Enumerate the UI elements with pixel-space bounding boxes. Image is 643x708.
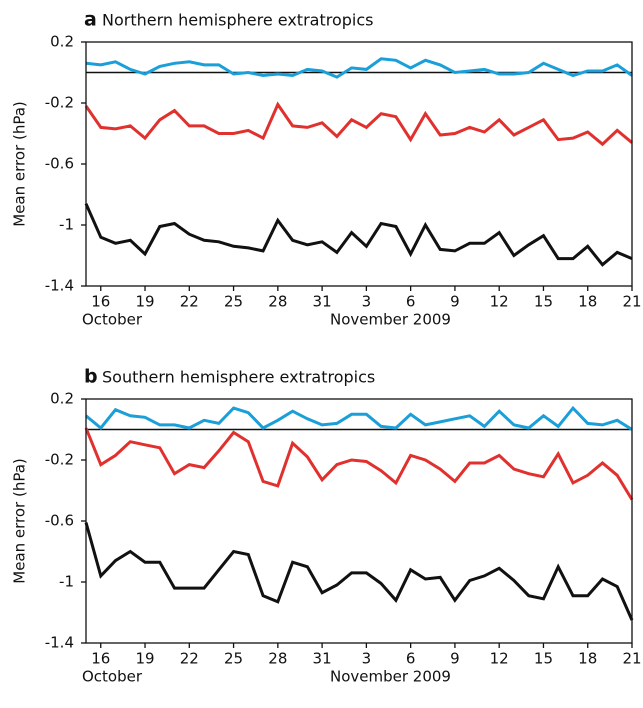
y-tick-label: -0.2 <box>45 451 74 469</box>
x-tick-label: 12 <box>490 293 509 311</box>
x-tick-label: 22 <box>180 293 199 311</box>
x-tick-label: 16 <box>91 293 110 311</box>
x-tick-label: 9 <box>450 650 460 668</box>
panel-title: Northern hemisphere extratropics <box>102 11 373 30</box>
x-tick-label: 12 <box>490 650 509 668</box>
y-axis-label: Mean error (hPa) <box>11 101 29 227</box>
y-axis-label: Mean error (hPa) <box>11 458 29 584</box>
x-tick-label: 6 <box>406 293 416 311</box>
x-tick-label: 25 <box>224 650 243 668</box>
series-line <box>84 427 634 501</box>
x-tick-label: 6 <box>406 650 416 668</box>
panel-label: b <box>84 366 98 388</box>
month-label: October <box>82 668 143 686</box>
x-tick-label: 9 <box>450 293 460 311</box>
y-tick-label: -0.2 <box>45 94 74 112</box>
y-tick-label: -1 <box>59 216 74 234</box>
y-tick-label: 0.2 <box>50 33 74 51</box>
series-line <box>84 203 633 267</box>
series-line <box>84 522 634 621</box>
series-line <box>85 57 633 79</box>
panel-title: Southern hemisphere extratropics <box>102 368 375 387</box>
series-line <box>84 101 633 147</box>
x-tick-label: 3 <box>362 293 372 311</box>
x-tick-label: 21 <box>622 650 641 668</box>
x-tick-label: 18 <box>578 650 597 668</box>
x-tick-label: 19 <box>135 293 154 311</box>
x-tick-label: 25 <box>224 293 243 311</box>
y-tick-label: -0.6 <box>45 512 74 530</box>
x-tick-label: 15 <box>534 650 553 668</box>
x-tick-label: 19 <box>135 650 154 668</box>
month-label: November 2009 <box>330 668 451 686</box>
x-tick-label: 3 <box>362 650 372 668</box>
month-label: October <box>82 311 143 329</box>
month-label: November 2009 <box>330 311 451 329</box>
x-tick-label: 31 <box>313 293 332 311</box>
plot-frame <box>85 41 633 287</box>
series-line <box>85 405 633 431</box>
y-tick-label: -1.4 <box>45 634 74 652</box>
y-tick-label: -1.4 <box>45 277 74 295</box>
x-tick-label: 28 <box>268 650 287 668</box>
x-tick-label: 18 <box>578 293 597 311</box>
x-tick-label: 28 <box>268 293 287 311</box>
y-tick-label: 0.2 <box>50 390 74 408</box>
x-tick-label: 22 <box>180 650 199 668</box>
plot-frame <box>85 398 633 644</box>
y-tick-label: -0.6 <box>45 155 74 173</box>
panel-label: a <box>84 9 97 31</box>
x-tick-label: 21 <box>622 293 641 311</box>
x-tick-label: 15 <box>534 293 553 311</box>
x-tick-label: 31 <box>313 650 332 668</box>
x-tick-label: 16 <box>91 650 110 668</box>
y-tick-label: -1 <box>59 573 74 591</box>
